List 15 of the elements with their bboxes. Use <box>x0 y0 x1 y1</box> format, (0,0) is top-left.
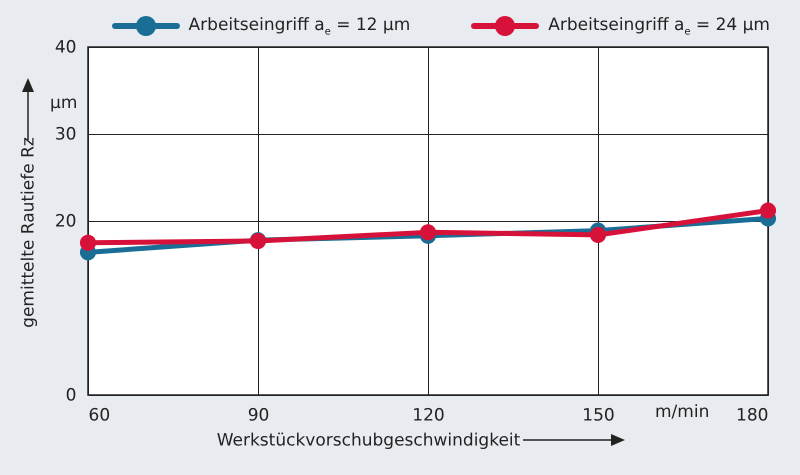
y-tick-label: 30 <box>54 124 76 144</box>
x-tick-label: 60 <box>88 406 110 426</box>
x-tick-label: 90 <box>248 406 270 426</box>
y-axis-title: gemittelte Rautiefe Rz <box>18 137 38 328</box>
legend-label: Arbeitseingriff a$_{e}$ = 24 µm <box>548 14 770 38</box>
text: µm <box>50 93 78 113</box>
y-tick-label: 40 <box>54 38 76 58</box>
x-tick-label: 120 <box>412 406 445 426</box>
legend-label: Arbeitseingriff a$_{e}$ = 12 µm <box>188 14 410 38</box>
y-tick-label: 0 <box>66 386 76 406</box>
x-tick-label: 180 <box>736 406 768 426</box>
y-tick-label: 20 <box>54 212 76 232</box>
x-tick-label: 150 <box>582 406 615 426</box>
text: m/min <box>655 402 710 422</box>
x-axis-title: Werkstückvorschubgeschwindigkeit <box>216 430 521 450</box>
